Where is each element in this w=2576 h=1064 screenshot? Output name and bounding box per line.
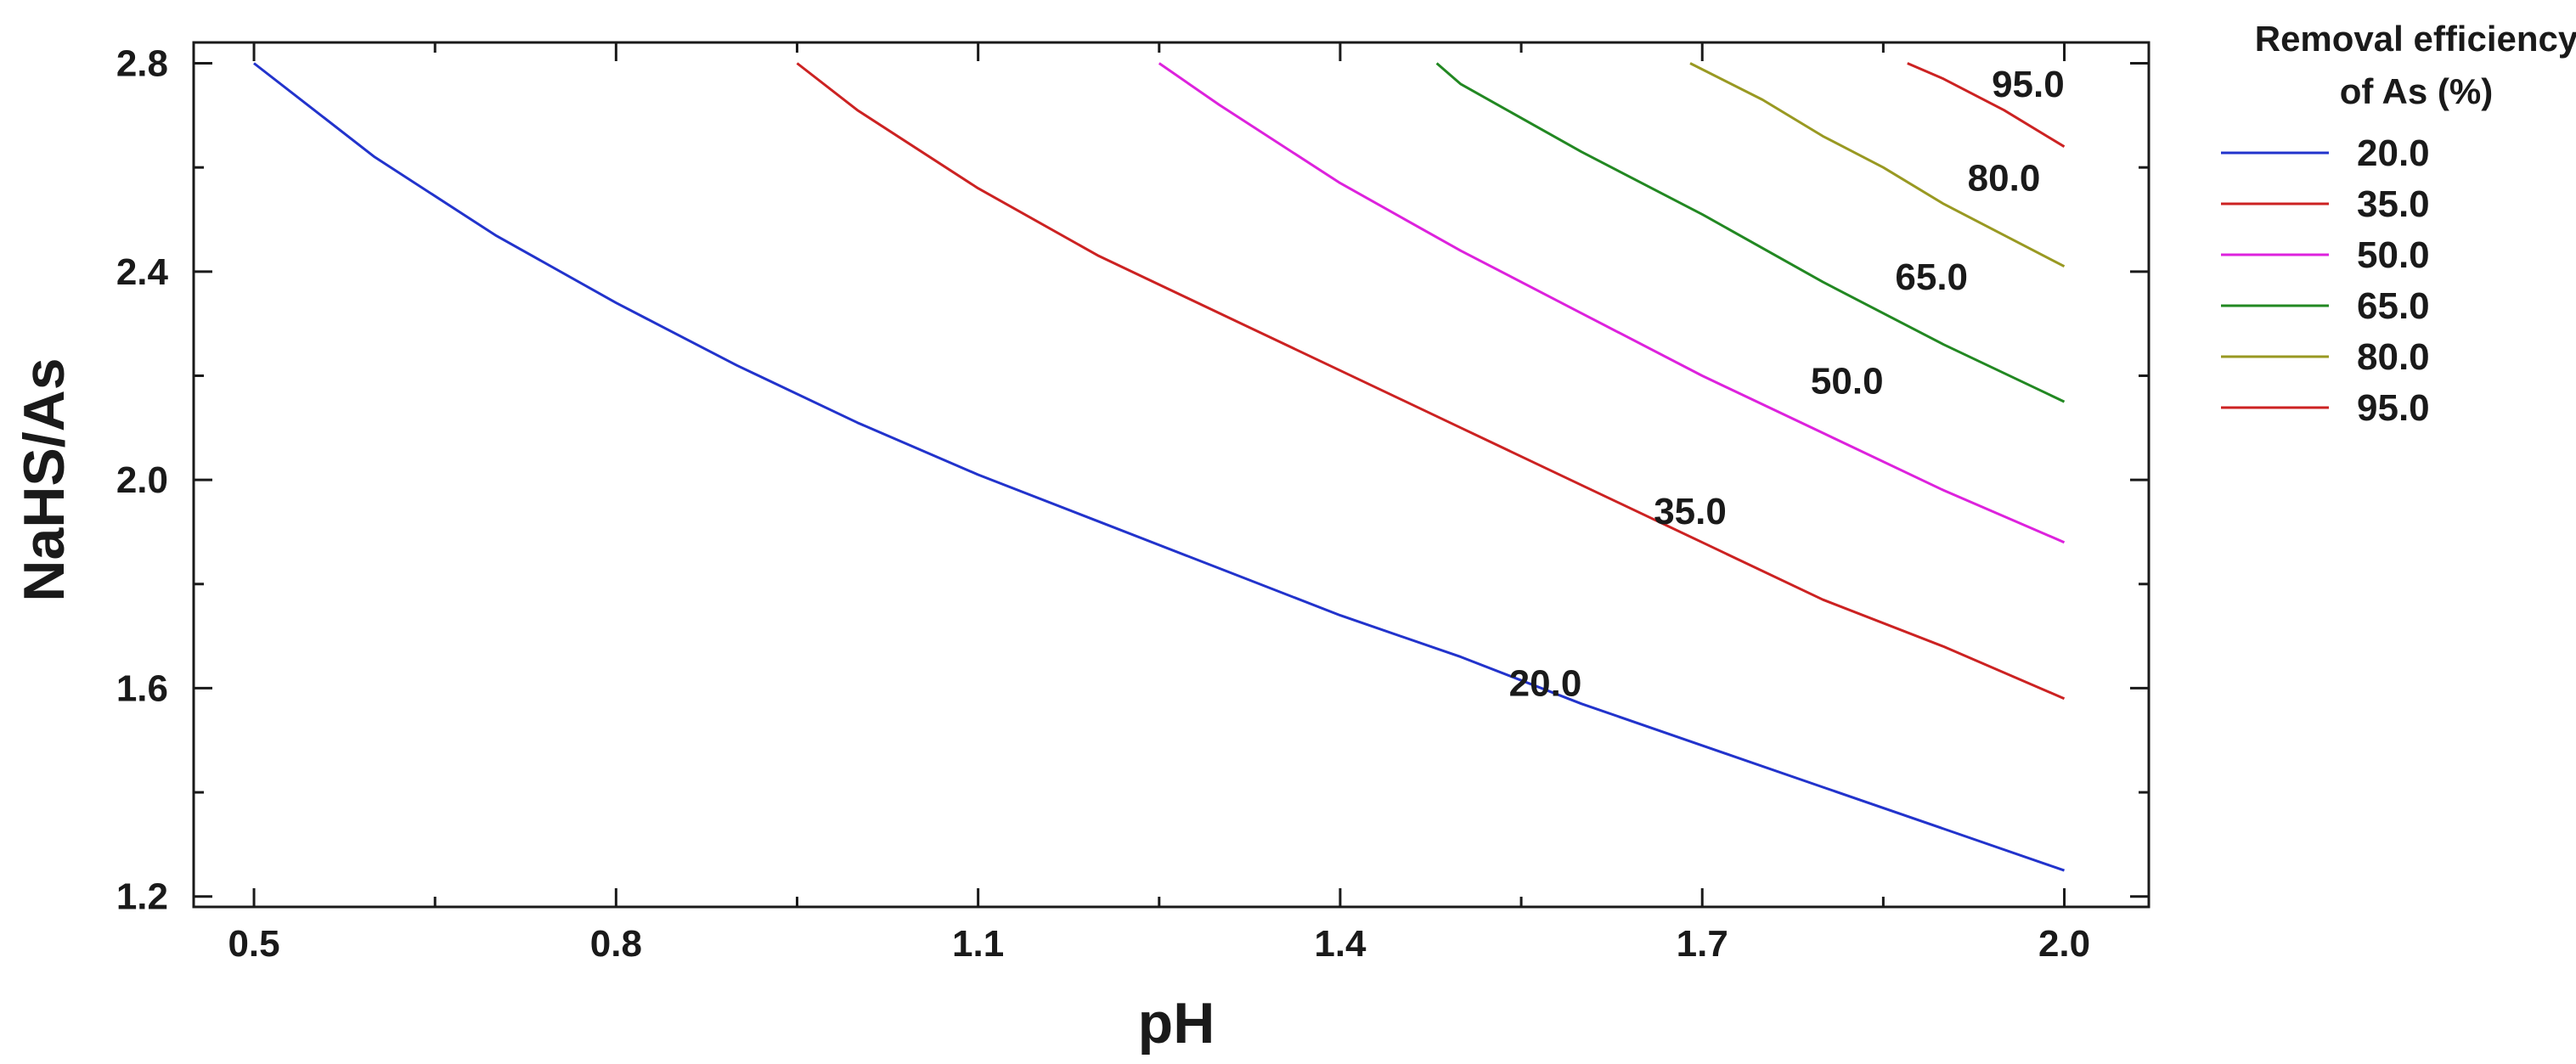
- legend-label-50.0: 50.0: [2357, 234, 2430, 276]
- contour-label-35.0: 35.0: [1654, 491, 1727, 532]
- plot-frame: [192, 41, 2150, 909]
- contour-line-20.0: [253, 62, 2065, 872]
- x-tick-label: 0.5: [228, 923, 279, 965]
- x-tick-label: 2.0: [2038, 923, 2090, 965]
- legend-label-65.0: 65.0: [2357, 285, 2430, 327]
- contour-label-80.0: 80.0: [1968, 157, 2041, 199]
- contour-label-50.0: 50.0: [1811, 361, 1884, 403]
- axis-tick-labels: 0.5 0.8 1.1 1.4 1.7 2.0 1.2 1.6 2.0 2.4 2.8: [116, 43, 2090, 965]
- legend-title-line2: of As (%): [2340, 71, 2493, 111]
- x-tick-label: 0.8: [590, 923, 642, 965]
- y-axis-title: NaHS/As: [12, 357, 76, 601]
- contour-line-35.0: [796, 62, 2066, 701]
- y-tick-label: 2.0: [116, 459, 168, 501]
- contour-label-95.0: 95.0: [1992, 64, 2065, 105]
- legend-label-95.0: 95.0: [2357, 387, 2430, 429]
- x-tick-label: 1.1: [952, 923, 1004, 965]
- legend-title-line1: Removal efficiency: [2255, 19, 2576, 59]
- y-tick-label: 1.6: [116, 667, 168, 709]
- legend-label-20.0: 20.0: [2357, 132, 2430, 174]
- contour-line-80.0: [1689, 62, 2066, 268]
- contour-line-95.0: [1907, 62, 2066, 148]
- x-axis-title: pH: [1138, 991, 1215, 1056]
- contour-label-65.0: 65.0: [1895, 256, 1968, 298]
- y-tick-label: 2.8: [116, 43, 168, 85]
- legend-label-80.0: 80.0: [2357, 336, 2430, 378]
- axis-ticks: [194, 42, 2149, 907]
- contour-line-50.0: [1158, 62, 2066, 544]
- legend-label-35.0: 35.0: [2357, 183, 2430, 225]
- x-tick-label: 1.7: [1677, 923, 1728, 965]
- y-tick-label: 1.2: [116, 876, 168, 918]
- contour-lines: [253, 62, 2066, 872]
- x-tick-label: 1.4: [1314, 923, 1367, 965]
- contour-line-65.0: [1435, 62, 2066, 403]
- y-tick-label: 2.4: [116, 251, 169, 293]
- contour-label-20.0: 20.0: [1509, 662, 1582, 704]
- contour-labels: 20.0 35.0 50.0 65.0 80.0 95.0: [1509, 64, 2065, 704]
- legend: Removal efficiency of As (%) 20.0 35.0 50.…: [2221, 19, 2576, 429]
